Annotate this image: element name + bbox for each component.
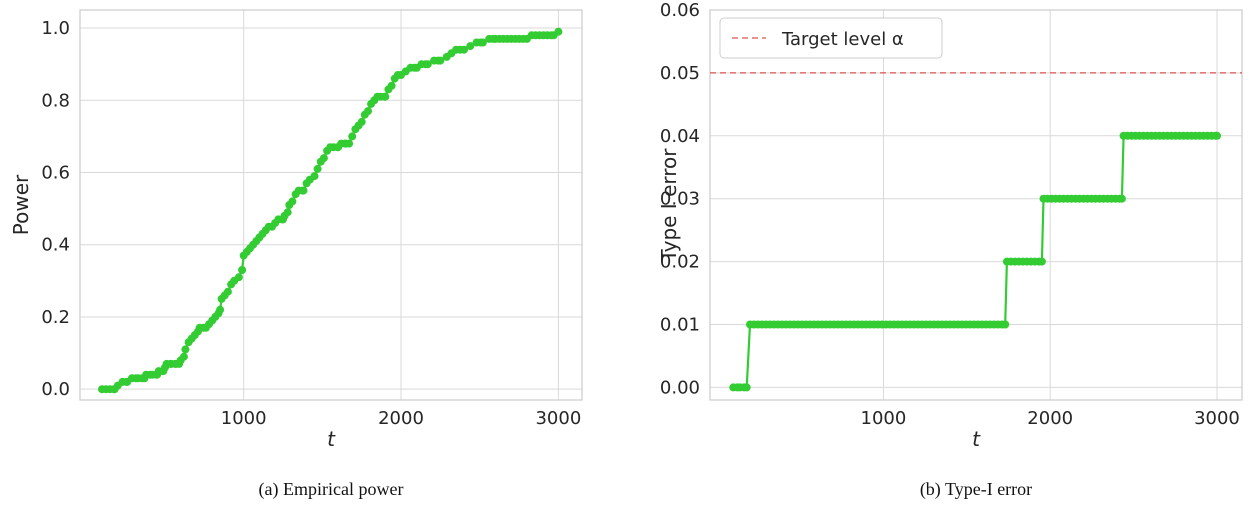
legend-label-target: Target level α bbox=[781, 29, 904, 50]
data-point bbox=[299, 186, 308, 195]
x-ticks-a: 1000 2000 3000 bbox=[221, 408, 582, 429]
data-point bbox=[179, 352, 188, 361]
data-point bbox=[436, 56, 445, 65]
caption-b: (b) Type-I error bbox=[920, 479, 1032, 500]
y-ticks-b: 0.00 0.01 0.02 0.03 0.04 0.05 0.06 bbox=[660, 0, 700, 398]
data-point bbox=[1117, 194, 1126, 203]
legend: Target level α bbox=[719, 17, 943, 59]
panel-type-i-error: 1000 2000 3000 0.000.010.020.030.040.050.0… bbox=[657, 0, 1243, 500]
x-tick-label: 1000 bbox=[861, 408, 907, 429]
data-point bbox=[1001, 320, 1010, 329]
data-point bbox=[364, 107, 372, 116]
y-tick-label: 0.2 bbox=[41, 307, 70, 328]
legend-box bbox=[719, 17, 943, 59]
y-tick-label: 0.06 bbox=[660, 0, 700, 21]
data-point bbox=[381, 92, 390, 101]
data-point bbox=[478, 38, 487, 47]
plot-frame-a bbox=[79, 9, 583, 401]
plot-frame-b bbox=[709, 9, 1243, 401]
data-point bbox=[238, 266, 247, 274]
data-point bbox=[310, 172, 319, 181]
y-tick-label: 0.0 bbox=[41, 379, 70, 400]
y-ticks-a: 0.0 0.2 0.4 0.6 0.8 1.0 bbox=[41, 18, 70, 400]
data-point bbox=[466, 42, 475, 51]
y-tick-label: 0.02 bbox=[660, 252, 700, 273]
series-power bbox=[98, 27, 563, 394]
data-point bbox=[223, 287, 232, 296]
y-tick-label: 0.00 bbox=[660, 377, 700, 398]
data-point bbox=[181, 345, 190, 354]
y-tick-label: 0.05 bbox=[660, 63, 700, 84]
series-type-i-error bbox=[729, 131, 1221, 392]
data-point bbox=[1037, 257, 1046, 266]
y-tick-label: 0.4 bbox=[41, 235, 70, 256]
x-ticks-b: 1000 2000 3000 bbox=[861, 408, 1240, 429]
y-axis-label-b: Type I error bbox=[657, 148, 681, 263]
data-point bbox=[234, 273, 243, 282]
data-point bbox=[742, 383, 751, 392]
caption-a: (a) Empirical power bbox=[259, 479, 404, 500]
data-point bbox=[387, 81, 396, 90]
data-point bbox=[460, 45, 468, 54]
x-axis-label-b: t bbox=[972, 427, 981, 451]
data-point bbox=[423, 60, 432, 69]
x-tick-label: 2000 bbox=[378, 408, 424, 429]
data-point bbox=[283, 208, 292, 217]
series-line bbox=[102, 30, 560, 391]
data-point bbox=[357, 117, 366, 126]
y-axis-label-a: Power bbox=[9, 174, 33, 235]
panel-empirical-power: 1000 2000 3000 0.00.20.40.60.81.0 t Power … bbox=[9, 9, 583, 500]
data-point bbox=[1213, 131, 1221, 140]
x-tick-label: 3000 bbox=[535, 408, 581, 429]
x-axis-label-a: t bbox=[327, 427, 336, 451]
data-point bbox=[345, 139, 354, 148]
x-tick-label: 1000 bbox=[221, 408, 267, 429]
y-tick-label: 0.04 bbox=[660, 126, 700, 147]
y-tick-label: 0.01 bbox=[660, 315, 700, 336]
x-tick-label: 2000 bbox=[1027, 408, 1073, 429]
data-point bbox=[554, 27, 563, 36]
y-tick-label: 1.0 bbox=[41, 18, 70, 39]
y-tick-label: 0.8 bbox=[41, 90, 70, 111]
y-tick-label: 0.6 bbox=[41, 163, 70, 184]
data-point bbox=[319, 154, 328, 163]
data-point bbox=[216, 305, 225, 314]
data-point bbox=[348, 132, 357, 141]
y-tick-label: 0.03 bbox=[660, 189, 700, 210]
grid-b bbox=[710, 9, 1242, 400]
grid-a bbox=[80, 10, 582, 400]
data-point bbox=[288, 197, 297, 206]
data-point bbox=[313, 164, 322, 173]
x-tick-label: 3000 bbox=[1194, 408, 1240, 429]
